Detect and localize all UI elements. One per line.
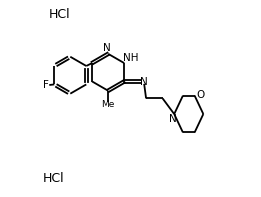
Text: Me: Me [102,100,115,109]
Text: O: O [196,90,204,100]
Text: N: N [140,76,148,86]
Text: HCl: HCl [43,172,65,185]
Text: NH: NH [123,53,139,63]
Text: HCl: HCl [49,8,70,21]
Text: N: N [103,43,111,53]
Text: F: F [43,80,49,90]
Text: N: N [169,114,177,125]
